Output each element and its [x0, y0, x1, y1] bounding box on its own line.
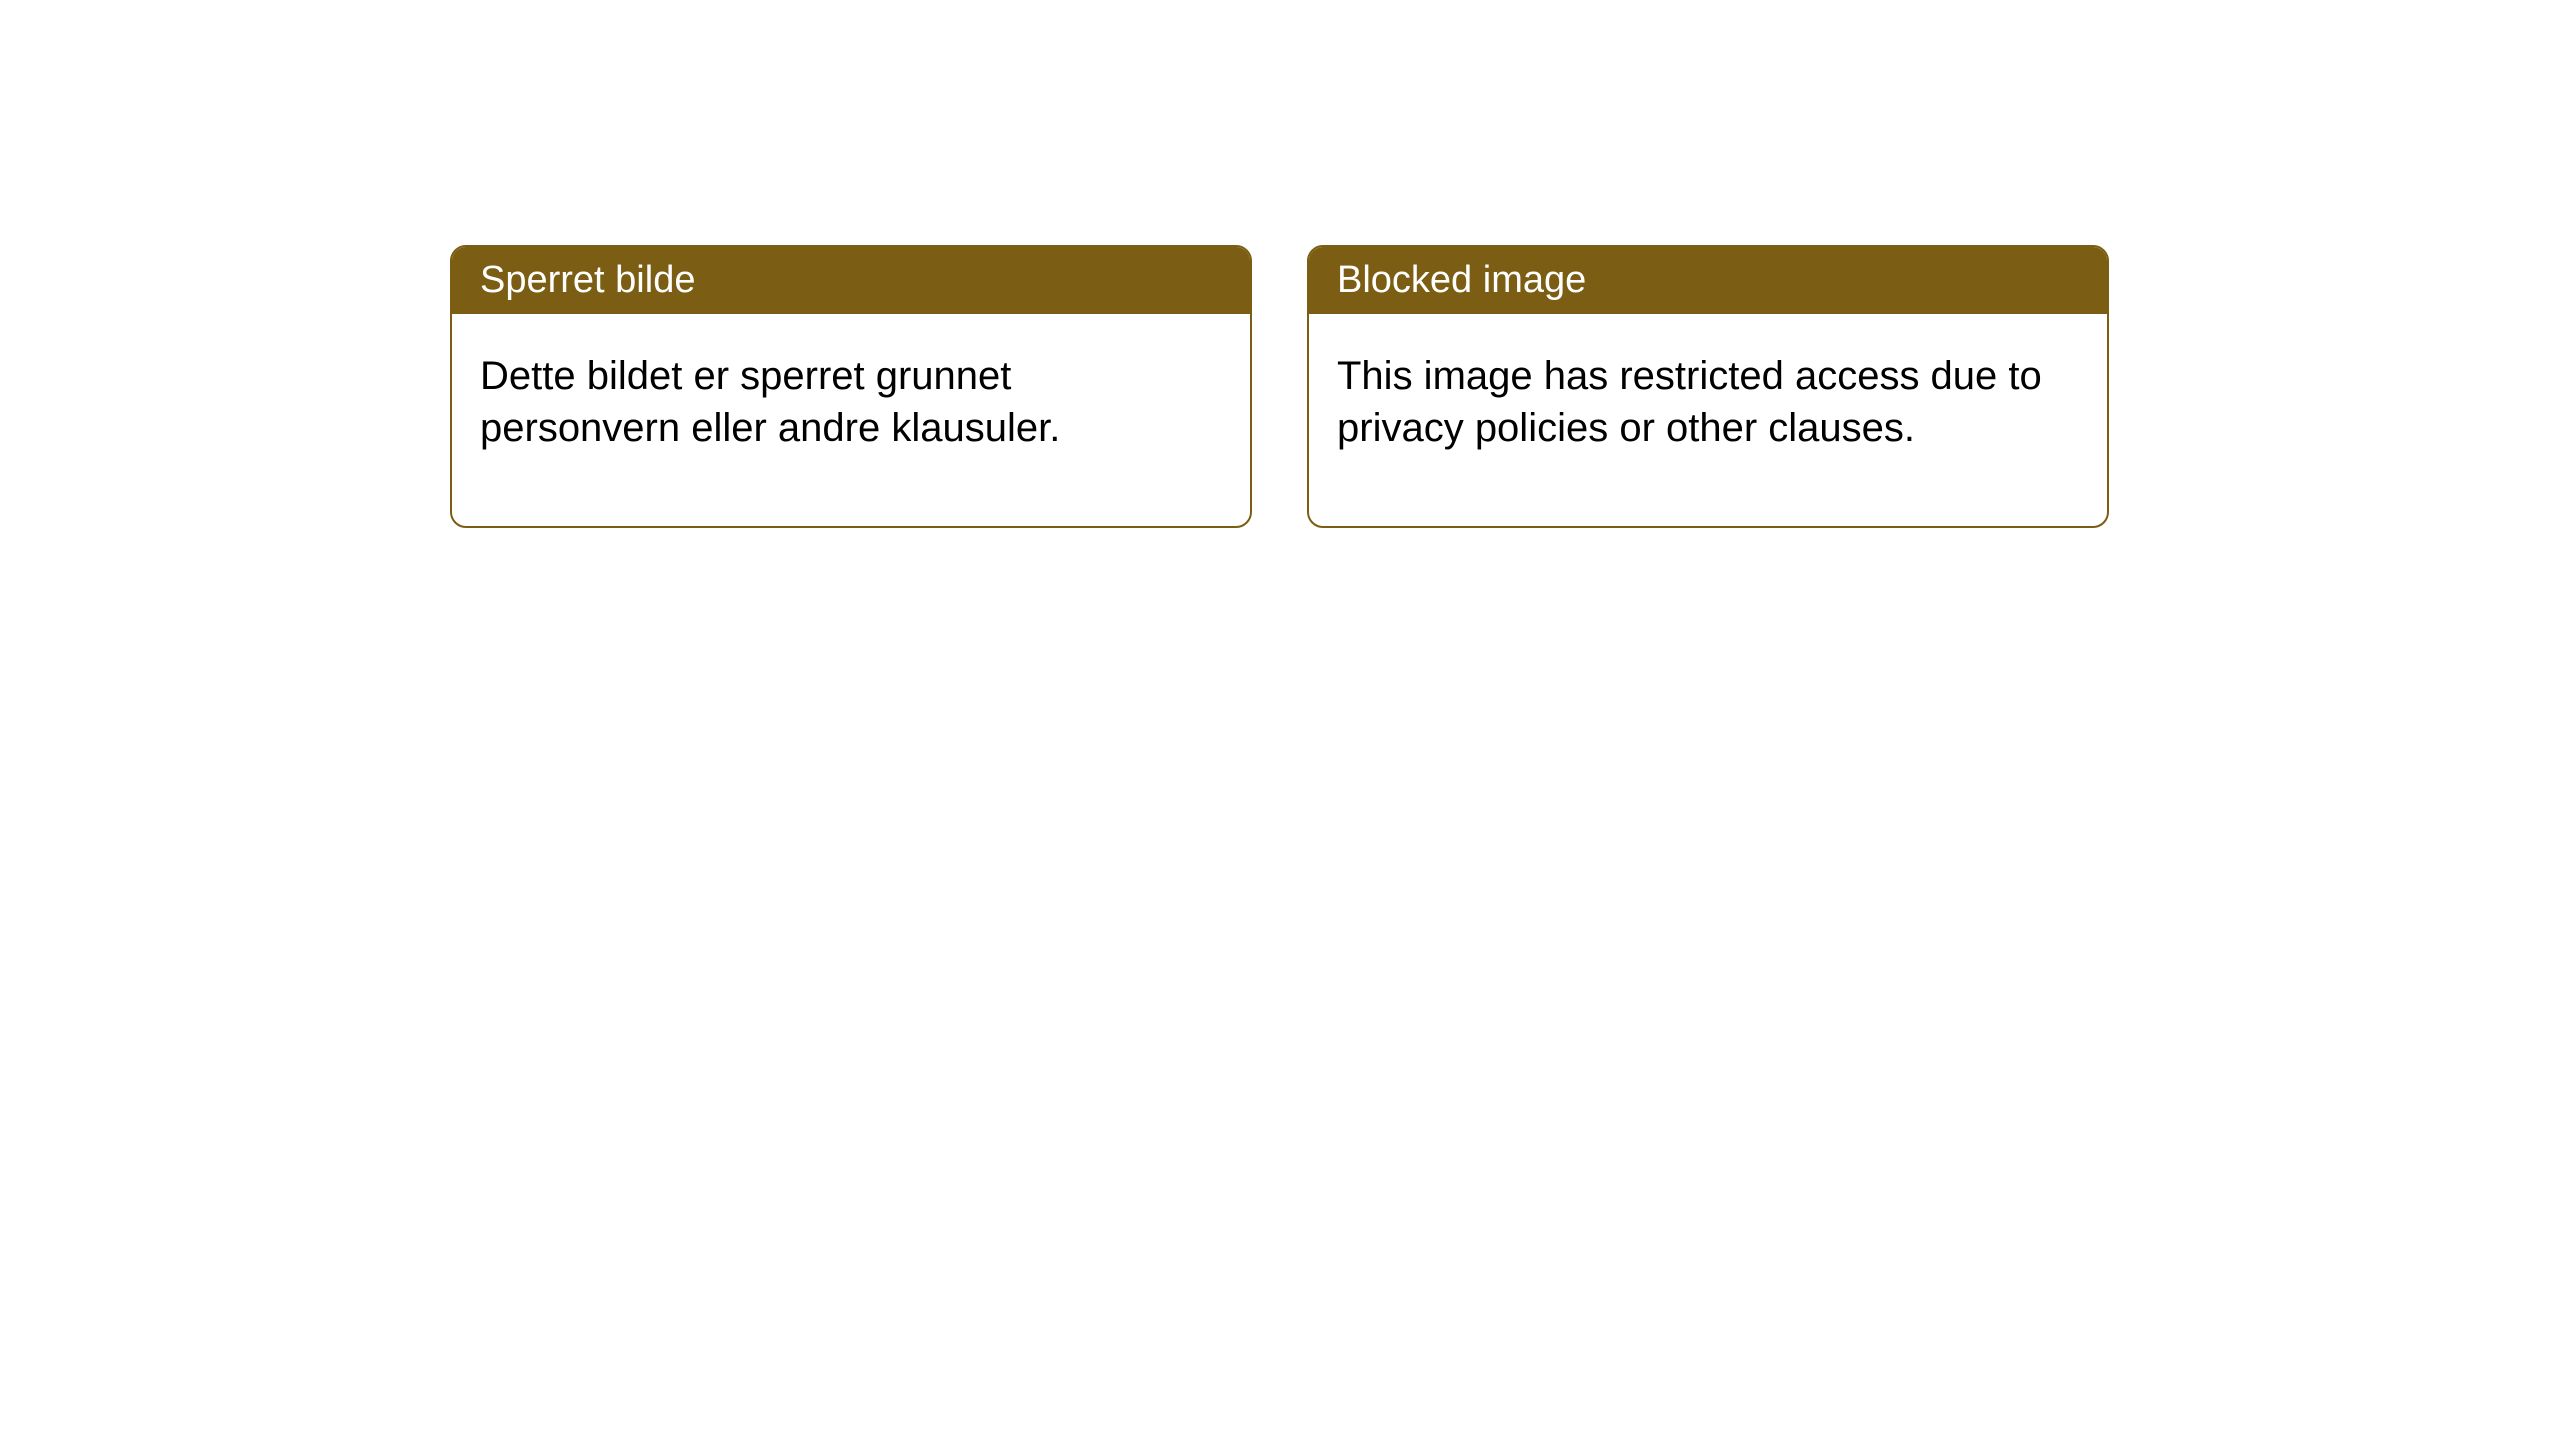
blocked-image-notice-container: Sperret bilde Dette bildet er sperret gr… — [450, 245, 2109, 528]
blocked-image-card-no: Sperret bilde Dette bildet er sperret gr… — [450, 245, 1252, 528]
card-body-en: This image has restricted access due to … — [1309, 314, 2107, 526]
card-header-no: Sperret bilde — [452, 247, 1250, 314]
card-header-en: Blocked image — [1309, 247, 2107, 314]
blocked-image-card-en: Blocked image This image has restricted … — [1307, 245, 2109, 528]
card-body-no: Dette bildet er sperret grunnet personve… — [452, 314, 1250, 526]
